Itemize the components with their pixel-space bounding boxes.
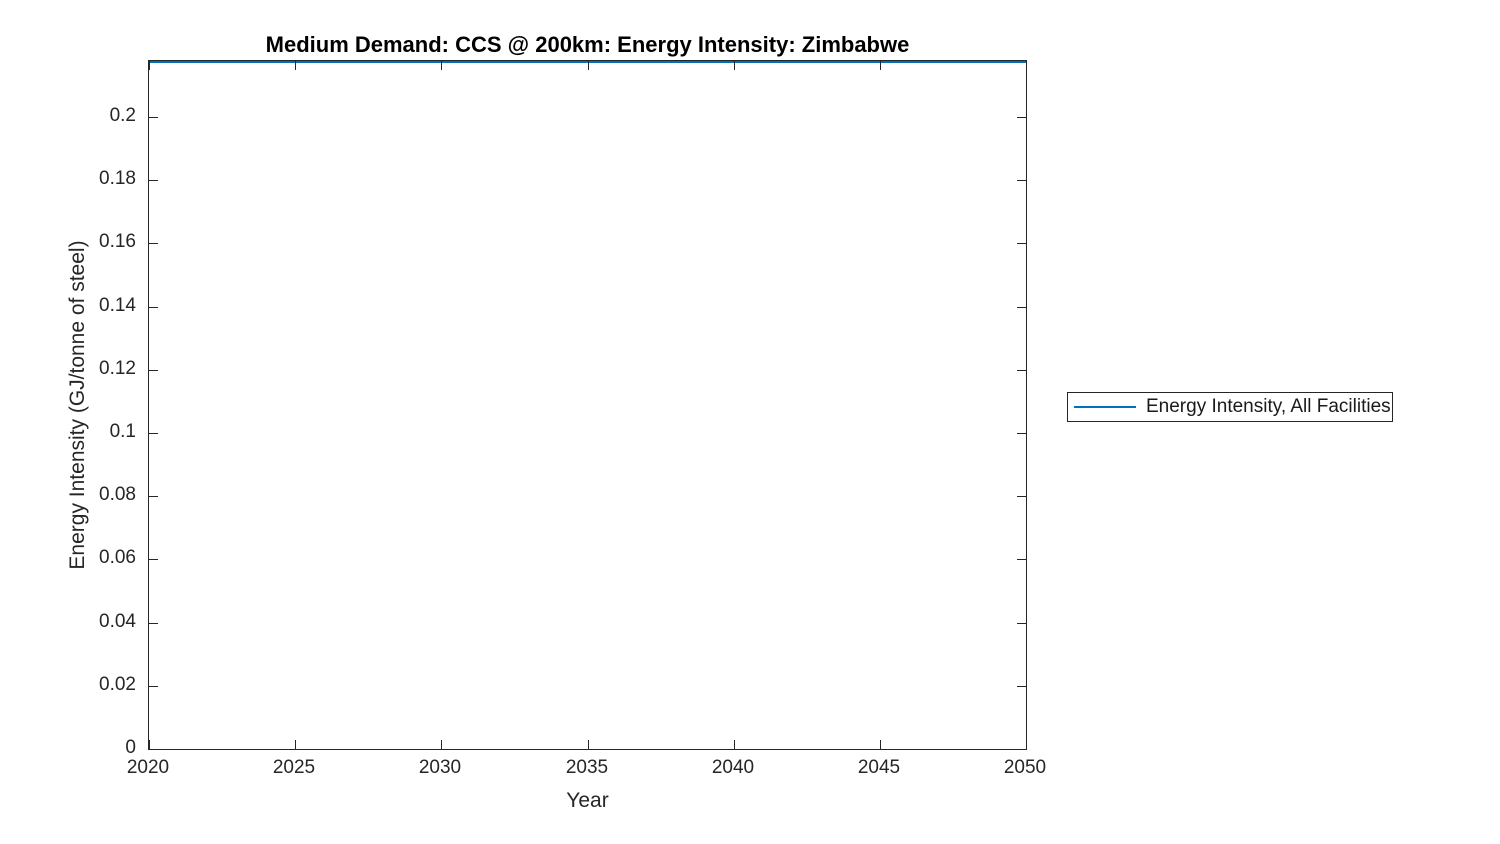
y-tick-label: 0.12 [99,358,136,379]
y-tick-label: 0.02 [99,674,136,695]
chart-title: Medium Demand: CCS @ 200km: Energy Inten… [265,32,910,57]
y-tick-mark [149,496,158,497]
x-tick-mark [734,740,735,749]
y-tick-mark [1017,180,1026,181]
x-tick-label: 2050 [1003,757,1047,778]
y-tick-mark [1017,117,1026,118]
y-tick-label: 0.06 [99,547,136,568]
y-tick-mark [149,117,158,118]
legend-label: Energy Intensity, All Facilities [1146,396,1391,417]
y-tick-mark [149,623,158,624]
y-tick-label: 0 [125,737,136,758]
x-tick-label: 2040 [711,757,755,778]
y-tick-label: 0.2 [109,105,136,126]
y-tick-mark [1017,307,1026,308]
x-tick-mark [588,61,589,70]
y-tick-mark [149,559,158,560]
y-tick-label: 0.16 [99,231,136,252]
y-tick-label: 0.1 [109,421,136,442]
legend: Energy Intensity, All Facilities [1067,392,1393,422]
y-tick-mark [149,686,158,687]
y-tick-mark [149,370,158,371]
y-axis-label: Energy Intensity (GJ/tonne of steel) [66,240,89,570]
data-line-energy-intensity [149,61,1026,63]
y-tick-mark [149,749,158,750]
x-axis-label: Year [566,789,609,812]
y-tick-mark [149,433,158,434]
y-tick-label: 0.04 [99,611,136,632]
y-tick-mark [1017,433,1026,434]
y-tick-label: 0.14 [99,295,136,316]
y-tick-mark [149,243,158,244]
x-tick-mark [880,740,881,749]
x-tick-mark [734,61,735,70]
y-tick-mark [149,180,158,181]
x-tick-label: 2025 [272,757,316,778]
x-tick-mark [441,740,442,749]
x-tick-mark [880,61,881,70]
x-tick-mark [149,740,150,749]
x-tick-label: 2030 [418,757,462,778]
y-tick-mark [1017,749,1026,750]
x-tick-mark [1026,740,1027,749]
x-tick-mark [295,61,296,70]
y-tick-mark [149,307,158,308]
x-tick-label: 2045 [857,757,901,778]
x-tick-label: 2035 [565,757,609,778]
y-tick-mark [1017,559,1026,560]
plot-area [148,60,1027,750]
y-tick-mark [1017,370,1026,371]
y-tick-mark [1017,623,1026,624]
x-tick-label: 2020 [126,757,170,778]
legend-line-sample-icon [1074,406,1136,408]
y-tick-mark [1017,243,1026,244]
x-tick-mark [441,61,442,70]
y-tick-label: 0.08 [99,484,136,505]
y-tick-mark [1017,496,1026,497]
x-tick-mark [1026,61,1027,70]
x-tick-mark [295,740,296,749]
x-tick-mark [588,740,589,749]
x-tick-mark [149,61,150,70]
y-tick-mark [1017,686,1026,687]
y-tick-label: 0.18 [99,168,136,189]
